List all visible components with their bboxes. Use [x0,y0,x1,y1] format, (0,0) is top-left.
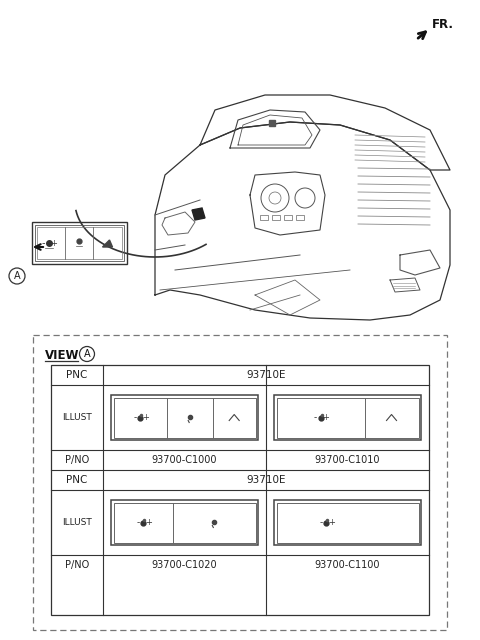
Bar [111,500,258,545]
Text: 93700-C1000: 93700-C1000 [152,455,217,465]
Bar [274,395,421,440]
Bar [276,502,419,543]
Text: 93700-C1100: 93700-C1100 [315,560,380,570]
Bar [284,215,292,220]
Text: 93710E: 93710E [246,475,286,485]
Bar [274,500,421,545]
Bar [113,397,255,438]
Text: -: - [314,413,317,422]
Polygon shape [103,240,112,247]
Bar [272,215,280,220]
Text: -: - [134,413,137,422]
Text: FR.: FR. [432,18,454,31]
Text: VIEW: VIEW [45,349,80,362]
Text: A: A [84,349,90,359]
Text: ILLUST: ILLUST [62,413,92,422]
Text: ILLUST: ILLUST [62,518,92,527]
Bar [35,225,124,261]
Bar [296,215,304,220]
Text: 93700-C1010: 93700-C1010 [315,455,380,465]
Polygon shape [192,208,205,220]
Text: +: + [328,518,335,527]
Text: +: + [145,518,152,527]
Text: +: + [322,413,329,422]
Text: PNC: PNC [66,370,88,380]
Text: +: + [142,413,149,422]
Bar [111,395,258,440]
Text: PNC: PNC [66,475,88,485]
Text: P/NO: P/NO [65,560,89,570]
Text: -: - [137,518,140,527]
Text: P/NO: P/NO [65,455,89,465]
Bar [37,227,122,259]
Text: 93700-C1020: 93700-C1020 [152,560,217,570]
Bar [33,335,447,630]
Bar [260,215,268,220]
Text: -: - [42,238,45,248]
Text: -: - [320,518,323,527]
Bar [113,502,255,543]
Bar [276,397,419,438]
Bar [32,222,127,264]
Text: +: + [50,239,57,248]
Text: 93710E: 93710E [246,370,286,380]
Bar [51,365,429,615]
Text: A: A [14,271,20,281]
